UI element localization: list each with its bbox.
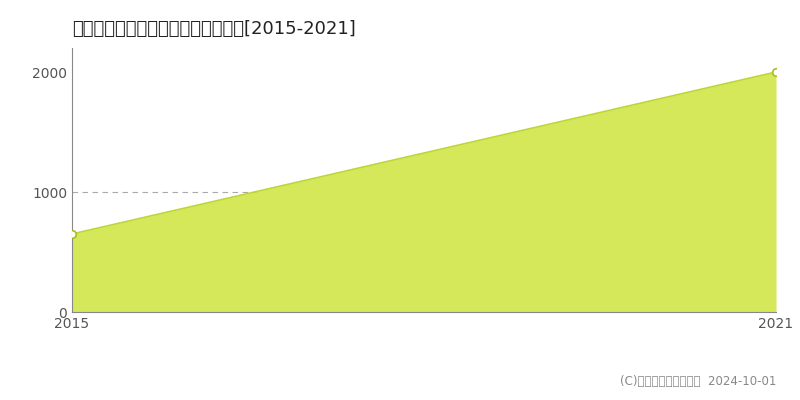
Point [770,69,782,75]
Text: 北設楽郡東栄町御園　林地価格推移[2015-2021]: 北設楽郡東栄町御園 林地価格推移[2015-2021] [72,20,356,38]
Text: (C)土地価格ドットコム  2024-10-01: (C)土地価格ドットコム 2024-10-01 [620,375,776,388]
Point [66,231,78,237]
